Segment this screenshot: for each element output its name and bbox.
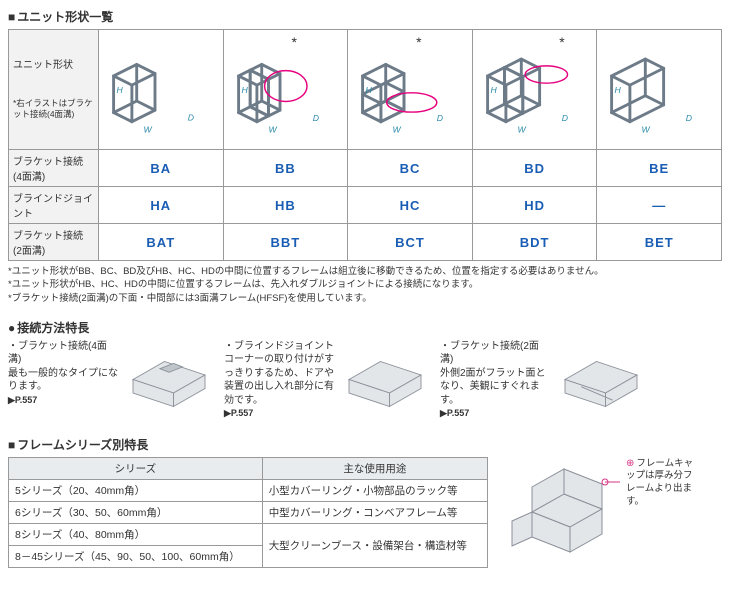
- svg-text:D: D: [562, 113, 568, 123]
- series-cell: 大型クリーンブース・設備架台・構造材等: [262, 523, 487, 567]
- method-desc: コーナーの取り付けがすっきりするため、ドアや装置の出し入れ部分に有効です。: [224, 353, 334, 407]
- svg-text:H: H: [615, 85, 622, 95]
- method-desc: 最も一般的なタイプになります。: [8, 367, 118, 394]
- unit-shape-diagram: H W D: [601, 38, 717, 138]
- page-ref: ▶P.557: [224, 407, 334, 419]
- svg-text:D: D: [188, 113, 194, 123]
- section1-notes: *ユニット形状がBB、BC、BD及びHB、HC、HDの中間に位置するフレームは組…: [8, 265, 722, 305]
- code-cell: BE: [597, 150, 722, 187]
- method-illustration: [124, 340, 214, 410]
- svg-text:H: H: [490, 85, 497, 95]
- series-cell: 6シリーズ（30、50、60mm角）: [9, 501, 263, 523]
- code-cell: BCT: [348, 224, 473, 261]
- unit-shape-diagram: H W D: [352, 38, 468, 138]
- method-title: ・ブラケット接続(4面溝): [8, 340, 118, 367]
- method-illustration: [556, 340, 646, 410]
- shape-cell-1: H W D *: [223, 30, 348, 150]
- page-ref: ▶P.557: [8, 394, 118, 406]
- unit-shape-table: ユニット形状 *右イラストはブラケット接続(4面溝) H W D H W D * H W D *…: [8, 29, 722, 261]
- code-cell: BBT: [223, 224, 348, 261]
- shape-cell-3: H W D *: [472, 30, 597, 150]
- code-cell: HD: [472, 187, 597, 224]
- code-cell: BC: [348, 150, 473, 187]
- code-cell: BB: [223, 150, 348, 187]
- method-illustration: [340, 340, 430, 410]
- note-line: *ユニット形状がBB、BC、BD及びHB、HC、HDの中間に位置するフレームは組…: [8, 265, 722, 278]
- method-desc: 外側2面がフラット面となり、美観にすぐれます。: [440, 367, 550, 408]
- bracket4-icon: [124, 339, 214, 411]
- code-cell: HA: [99, 187, 224, 224]
- series-header-1: 主な使用用途: [262, 457, 487, 479]
- shape-cell-2: H W D *: [348, 30, 473, 150]
- series-cell: 小型カバーリング・小物部品のラック等: [262, 479, 487, 501]
- highlight-star: *: [559, 34, 564, 50]
- highlight-star: *: [416, 34, 421, 50]
- shape-label: ユニット形状: [13, 60, 73, 71]
- series-cell: 5シリーズ（20、40mm角）: [9, 479, 263, 501]
- svg-text:W: W: [642, 124, 651, 134]
- svg-text:W: W: [517, 124, 526, 134]
- row-header-bracket2: ブラケット接続 (2面溝): [9, 224, 99, 261]
- unit-shape-diagram: H W D: [228, 38, 344, 138]
- method-0: ・ブラケット接続(4面溝) 最も一般的なタイプになります。 ▶P.557: [8, 340, 214, 410]
- note-line: *ブラケット接続(2面溝)の下面・中間部には3面溝フレーム(HFSF)を使用して…: [8, 292, 722, 305]
- methods-row: ・ブラケット接続(4面溝) 最も一般的なタイプになります。 ▶P.557 ・ブラ…: [8, 340, 722, 420]
- svg-text:W: W: [393, 124, 402, 134]
- svg-text:H: H: [366, 85, 373, 95]
- method-1: ・ブラインドジョイント コーナーの取り付けがすっきりするため、ドアや装置の出し入…: [224, 340, 430, 420]
- svg-text:H: H: [116, 85, 123, 95]
- bracket2-icon: [556, 339, 646, 411]
- highlight-star: *: [292, 34, 297, 50]
- arrow-icon: [626, 458, 636, 469]
- shape-cell-0: H W D: [99, 30, 224, 150]
- note-line: *ユニット形状がHB、HC、HDの中間に位置するフレームは、先入れダブルジョイン…: [8, 278, 722, 291]
- svg-text:D: D: [437, 113, 443, 123]
- svg-text:D: D: [686, 113, 692, 123]
- code-cell: —: [597, 187, 722, 224]
- series-header-0: シリーズ: [9, 457, 263, 479]
- code-cell: BDT: [472, 224, 597, 261]
- code-cell: BD: [472, 150, 597, 187]
- series-cell: 8シリーズ（40、80mm角）: [9, 523, 263, 545]
- code-cell: BA: [99, 150, 224, 187]
- method-2: ・ブラケット接続(2面溝) 外側2面がフラット面となり、美観にすぐれます。 ▶P…: [440, 340, 646, 420]
- method-title: ・ブラインドジョイント: [224, 340, 334, 354]
- code-cell: HC: [348, 187, 473, 224]
- shape-subnote: *右イラストはブラケット接続(4面溝): [13, 98, 94, 120]
- svg-text:W: W: [143, 124, 152, 134]
- method-title: ・ブラケット接続(2面溝): [440, 340, 550, 367]
- page-ref: ▶P.557: [440, 407, 550, 419]
- section3-title: フレームシリーズ別特長: [8, 436, 722, 453]
- svg-text:H: H: [241, 85, 248, 95]
- code-cell: BET: [597, 224, 722, 261]
- row-header-bracket4: ブラケット接続 (4面溝): [9, 150, 99, 187]
- svg-text:D: D: [312, 113, 318, 123]
- series-table: シリーズ 主な使用用途 5シリーズ（20、40mm角） 小型カバーリング・小物部…: [8, 457, 488, 568]
- series-cell: 8－45シリーズ（45、90、50、100、60mm角）: [9, 545, 263, 567]
- code-cell: HB: [223, 187, 348, 224]
- row-header-blind: ブラインドジョイント: [9, 187, 99, 224]
- aside-text: フレームキャップは厚み分フレームより出ます。: [626, 458, 693, 507]
- svg-text:W: W: [268, 124, 277, 134]
- section1-title: ユニット形状一覧: [8, 8, 722, 25]
- series-aside: フレームキャップは厚み分フレームより出ます。: [502, 457, 700, 557]
- row-header-shape: ユニット形状 *右イラストはブラケット接続(4面溝): [9, 30, 99, 150]
- blind-joint-icon: [340, 339, 430, 411]
- code-cell: BAT: [99, 224, 224, 261]
- section2-title: 接続方法特長: [8, 319, 722, 336]
- series-cell: 中型カバーリング・コンベアフレーム等: [262, 501, 487, 523]
- frame-cap-icon: [502, 457, 622, 557]
- unit-shape-diagram: H W D: [477, 38, 593, 138]
- unit-shape-diagram: H W D: [103, 38, 219, 138]
- shape-cell-4: H W D: [597, 30, 722, 150]
